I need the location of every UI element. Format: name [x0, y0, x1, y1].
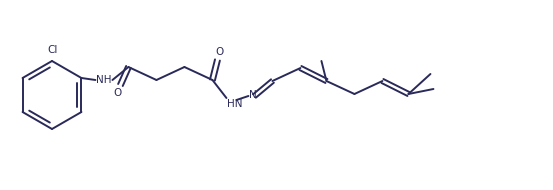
Text: N: N [249, 90, 257, 100]
Text: NH: NH [96, 75, 111, 85]
Text: HN: HN [227, 99, 243, 109]
Text: O: O [113, 88, 122, 98]
Text: O: O [215, 47, 223, 57]
Text: Cl: Cl [48, 45, 58, 55]
